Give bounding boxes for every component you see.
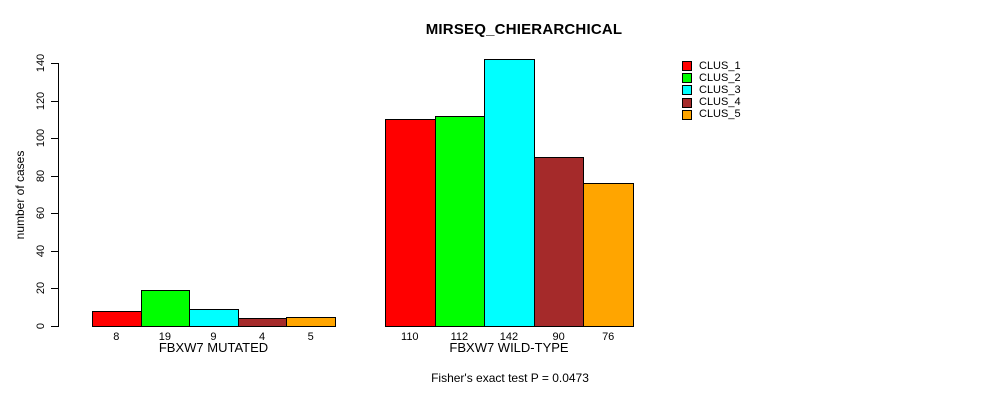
legend-row-clus_4: CLUS_4 (682, 97, 741, 109)
chart-title: MIRSEQ_CHIERARCHICAL (425, 21, 623, 38)
bar-value-label: 19 (158, 331, 172, 343)
group-label-mutated: FBXW7 MUTATED (158, 340, 269, 355)
legend-swatch-icon (682, 73, 692, 84)
bar-value-label: 5 (307, 331, 314, 343)
legend-swatch-icon (682, 61, 692, 72)
y-tick-label: 80 (35, 169, 47, 182)
bar-clus_2-wild-type (434, 115, 486, 327)
bar-clus_5-wild-type (583, 183, 634, 327)
legend-swatch-icon (682, 97, 692, 108)
legend-label: CLUS_2 (699, 71, 741, 84)
y-tick-label: 40 (35, 244, 47, 257)
y-tick-mark (51, 288, 58, 290)
legend: CLUS_1 CLUS_2 CLUS_3 CLUS_4 CLUS_5 (682, 60, 741, 121)
legend-row-clus_2: CLUS_2 (682, 72, 741, 84)
y-tick-mark (51, 213, 58, 215)
bar-value-label: 4 (259, 331, 266, 343)
group-label-wild-type: FBXW7 WILD-TYPE (449, 340, 569, 355)
bar-value-label: 142 (499, 331, 519, 343)
y-tick-label: 20 (35, 282, 47, 295)
bar-value-label: 9 (210, 331, 217, 343)
y-tick-label: 0 (35, 322, 47, 330)
legend-swatch-icon (682, 85, 692, 96)
y-axis-label: number of cases (13, 150, 27, 240)
legend-swatch-icon (682, 109, 692, 120)
fishers-test-caption: Fisher's exact test P = 0.0473 (431, 371, 589, 385)
bar-value-label: 90 (552, 331, 565, 343)
y-tick-mark (51, 175, 58, 177)
bar-value-label: 110 (401, 331, 419, 343)
bar-value-label: 8 (113, 331, 120, 343)
bar-clus_2-mutated (140, 290, 191, 327)
y-tick-label: 120 (35, 91, 47, 110)
y-tick-mark (51, 250, 58, 252)
legend-label: CLUS_5 (699, 108, 741, 121)
y-tick-label: 100 (35, 128, 47, 148)
bar-value-label: 112 (450, 331, 469, 343)
y-tick-mark (51, 100, 58, 102)
legend-row-clus_1: CLUS_1 (682, 60, 741, 72)
bar-clus_3-wild-type (484, 59, 535, 327)
bar-clus_5-mutated (286, 316, 336, 327)
bar-clus_4-mutated (237, 318, 288, 327)
y-tick-label: 60 (35, 207, 47, 220)
legend-label: CLUS_4 (699, 96, 741, 109)
y-tick-mark (51, 138, 58, 140)
y-axis-line (58, 63, 59, 327)
bar-clus_1-mutated (92, 310, 142, 327)
bar-clus_3-mutated (189, 309, 239, 327)
bar-clus_1-wild-type (385, 119, 436, 327)
legend-label: CLUS_1 (699, 59, 741, 72)
y-tick-mark (51, 326, 58, 327)
legend-label: CLUS_3 (699, 83, 741, 96)
legend-row-clus_3: CLUS_3 (682, 84, 741, 96)
y-tick-label: 140 (35, 53, 47, 73)
bar-value-label: 76 (602, 331, 615, 343)
bar-clus_4-wild-type (533, 156, 585, 327)
y-tick-mark (51, 63, 58, 64)
legend-row-clus_5: CLUS_5 (682, 109, 741, 121)
